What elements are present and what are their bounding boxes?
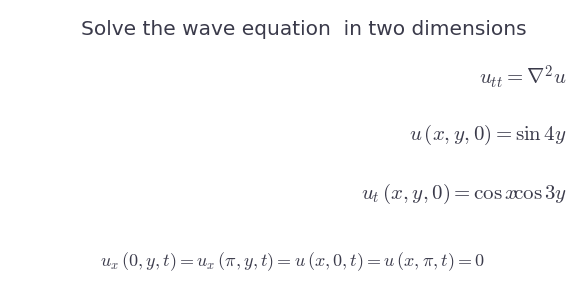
Text: $u_x\,(0, y, t) = u_x\,(\pi, y, t) = u\,(x, 0, t) = u\,(x, \pi, t) = 0$: $u_x\,(0, y, t) = u_x\,(\pi, y, t) = u\,… [100, 251, 484, 273]
Text: Solve the wave equation  in two dimensions: Solve the wave equation in two dimension… [81, 20, 527, 39]
Text: $u\,(x, y, 0) = \sin 4y$: $u\,(x, y, 0) = \sin 4y$ [409, 123, 566, 147]
Text: $u_t\,(x, y, 0) = \cos x\!\cos 3y$: $u_t\,(x, y, 0) = \cos x\!\cos 3y$ [360, 182, 566, 205]
Text: $u_{tt} = \nabla^{2}u$: $u_{tt} = \nabla^{2}u$ [479, 63, 566, 91]
